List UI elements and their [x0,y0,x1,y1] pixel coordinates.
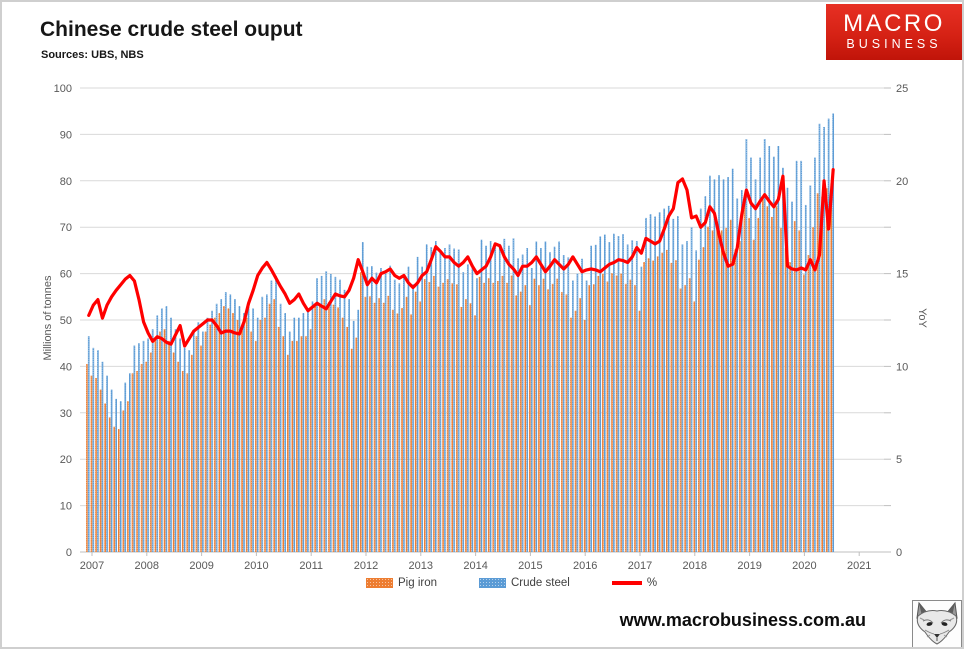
svg-text:2019: 2019 [737,560,761,572]
yoy-line-swatch-icon [611,581,642,585]
fox-logo [912,600,962,647]
fox-icon [916,601,958,645]
legend-label: Crude steel [511,577,570,589]
svg-text:15: 15 [896,269,908,281]
left-axis-title: Millions of tonnes [42,275,54,361]
right-axis-title: YoY [916,308,928,328]
svg-text:2009: 2009 [189,560,213,572]
svg-text:20: 20 [60,454,72,466]
svg-text:2015: 2015 [518,560,542,572]
svg-text:50: 50 [60,315,72,327]
svg-text:100: 100 [54,83,72,95]
svg-text:2021: 2021 [847,560,871,572]
bars-pig-iron [86,183,833,553]
macrobusiness-logo: MACRO BUSINESS [826,4,962,60]
svg-text:2008: 2008 [135,560,159,572]
svg-text:70: 70 [60,222,72,234]
legend-item-yoy: % [611,577,658,589]
page-title: Chinese crude steel ouput [40,18,303,41]
svg-text:2012: 2012 [354,560,378,572]
svg-text:2014: 2014 [463,560,487,572]
crude-steel-swatch-icon [479,578,506,588]
svg-text:2013: 2013 [409,560,433,572]
legend-item-pig-iron: Pig iron [366,577,437,589]
svg-text:20: 20 [896,176,908,188]
svg-text:2016: 2016 [573,560,597,572]
sources-note: Sources: UBS, NBS [41,49,144,61]
svg-text:2010: 2010 [244,560,268,572]
svg-text:0: 0 [896,547,902,559]
website-url: www.macrobusiness.com.au [619,610,866,630]
legend-item-crude-steel: Crude steel [479,577,570,589]
bars-crude-steel [87,113,835,553]
right-axis-tick-labels: 0 5 10 15 20 25 [884,83,908,559]
svg-text:30: 30 [60,408,72,420]
svg-text:5: 5 [896,454,902,466]
logo-line2: BUSINESS [846,37,942,51]
svg-text:25: 25 [896,83,908,95]
svg-text:60: 60 [60,269,72,281]
yoy-line [87,168,835,348]
left-axis-tick-labels: 0 10 20 30 40 50 60 70 80 90 100 [54,83,72,559]
svg-text:10: 10 [896,361,908,373]
legend-label: Pig iron [398,577,437,589]
chart-legend: Pig iron Crude steel % [366,577,657,589]
pig-iron-swatch-icon [366,578,393,588]
logo-line1: MACRO [843,10,945,37]
x-axis: 2007 2008 2009 2010 2011 2012 2013 2014 2015 2016… [80,551,888,572]
svg-text:10: 10 [60,501,72,513]
svg-text:2020: 2020 [792,560,816,572]
legend-label: % [646,577,658,589]
svg-text:2018: 2018 [683,560,707,572]
svg-text:80: 80 [60,176,72,188]
svg-text:2011: 2011 [299,560,323,572]
svg-text:2017: 2017 [628,560,652,572]
svg-text:2007: 2007 [80,560,104,572]
svg-text:0: 0 [66,547,72,559]
svg-text:90: 90 [60,129,72,141]
svg-text:40: 40 [60,361,72,373]
